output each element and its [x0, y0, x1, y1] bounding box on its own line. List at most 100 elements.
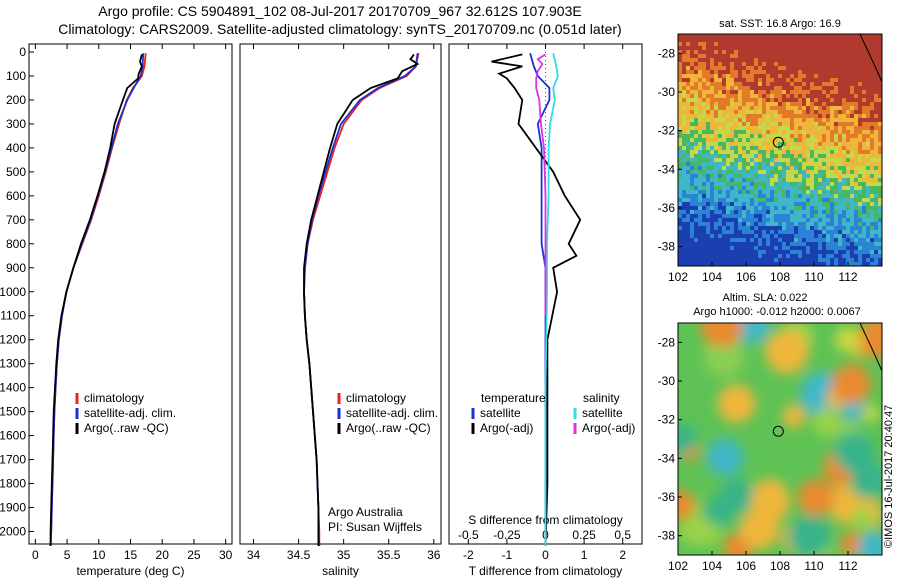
sst-cell: [722, 218, 726, 222]
sst-cell: [726, 134, 730, 138]
sst-cell: [726, 138, 730, 142]
sst-cell: [802, 86, 806, 90]
sst-cell: [822, 138, 826, 142]
sst-cell: [834, 190, 838, 194]
sst-cell: [690, 202, 694, 206]
sst-cell: [774, 50, 778, 54]
sst-cell: [702, 110, 706, 114]
sst-cell: [746, 234, 750, 238]
sst-cell: [778, 142, 782, 146]
sst-cell: [722, 178, 726, 182]
sst-cell: [870, 174, 874, 178]
sst-cell: [678, 134, 682, 138]
sst-cell: [698, 34, 702, 38]
sst-cell: [774, 94, 778, 98]
sst-cell: [762, 114, 766, 118]
sst-cell: [738, 54, 742, 58]
sst-cell: [786, 202, 790, 206]
sst-cell: [742, 54, 746, 58]
sst-cell: [734, 206, 738, 210]
sst-cell: [870, 162, 874, 166]
sst-cell: [734, 150, 738, 154]
sst-cell: [870, 34, 874, 38]
sst-cell: [878, 242, 882, 246]
sst-cell: [734, 170, 738, 174]
sst-cell: [742, 78, 746, 82]
sst-cell: [806, 202, 810, 206]
sst-cell: [814, 50, 818, 54]
sst-cell: [842, 190, 846, 194]
sst-cell: [698, 206, 702, 210]
sst-cell: [758, 118, 762, 122]
sst-cell: [782, 54, 786, 58]
sst-cell: [694, 94, 698, 98]
sst-cell: [746, 202, 750, 206]
sst-cell: [686, 242, 690, 246]
sst-cell: [798, 142, 802, 146]
sst-cell: [686, 94, 690, 98]
sst-cell: [838, 234, 842, 238]
sst-cell: [826, 98, 830, 102]
sst-cell: [690, 230, 694, 234]
sst-cell: [730, 114, 734, 118]
sst-cell: [854, 50, 858, 54]
sst-cell: [814, 70, 818, 74]
sst-cell: [762, 186, 766, 190]
sst-cell: [738, 194, 742, 198]
sst-cell: [858, 34, 862, 38]
sst-cell: [686, 206, 690, 210]
sst-cell: [758, 42, 762, 46]
sst-cell: [730, 254, 734, 258]
sst-cell: [698, 242, 702, 246]
sst-cell: [770, 242, 774, 246]
sst-cell: [842, 134, 846, 138]
sst-cell: [730, 226, 734, 230]
sst-cell: [734, 114, 738, 118]
sst-cell: [758, 162, 762, 166]
sst-cell: [742, 98, 746, 102]
sst-cell: [742, 118, 746, 122]
sst-cell: [874, 226, 878, 230]
sst-cell: [874, 190, 878, 194]
sst-cell: [698, 106, 702, 110]
sst-cell: [818, 94, 822, 98]
sst-cell: [758, 38, 762, 42]
sst-cell: [782, 162, 786, 166]
sst-cell: [750, 206, 754, 210]
sst-cell: [758, 34, 762, 38]
sst-cell: [822, 38, 826, 42]
sst-cell: [782, 114, 786, 118]
sst-cell: [806, 234, 810, 238]
sst-cell: [738, 62, 742, 66]
sst-cell: [706, 258, 710, 262]
sst-cell: [682, 138, 686, 142]
sst-cell: [802, 214, 806, 218]
sst-cell: [678, 154, 682, 158]
sst-cell: [730, 58, 734, 62]
sst-cell: [826, 70, 830, 74]
sst-cell: [878, 98, 882, 102]
sst-cell: [830, 142, 834, 146]
sst-cell: [738, 70, 742, 74]
sst-cell: [850, 90, 854, 94]
sst-cell: [854, 234, 858, 238]
sst-cell: [878, 146, 882, 150]
sst-cell: [854, 46, 858, 50]
sla-xtick-label-1: 104: [702, 559, 722, 573]
sst-cell: [854, 170, 858, 174]
sst-cell: [778, 154, 782, 158]
sst-cell: [854, 142, 858, 146]
sst-cell: [714, 154, 718, 158]
sst-cell: [774, 238, 778, 242]
sst-cell: [866, 218, 870, 222]
sst-cell: [818, 214, 822, 218]
sst-cell: [774, 214, 778, 218]
sst-cell: [686, 106, 690, 110]
sst-cell: [690, 34, 694, 38]
sst-cell: [714, 210, 718, 214]
sst-cell: [798, 94, 802, 98]
sst-cell: [690, 210, 694, 214]
sst-cell: [798, 58, 802, 62]
sst-cell: [862, 230, 866, 234]
sst-cell: [790, 174, 794, 178]
